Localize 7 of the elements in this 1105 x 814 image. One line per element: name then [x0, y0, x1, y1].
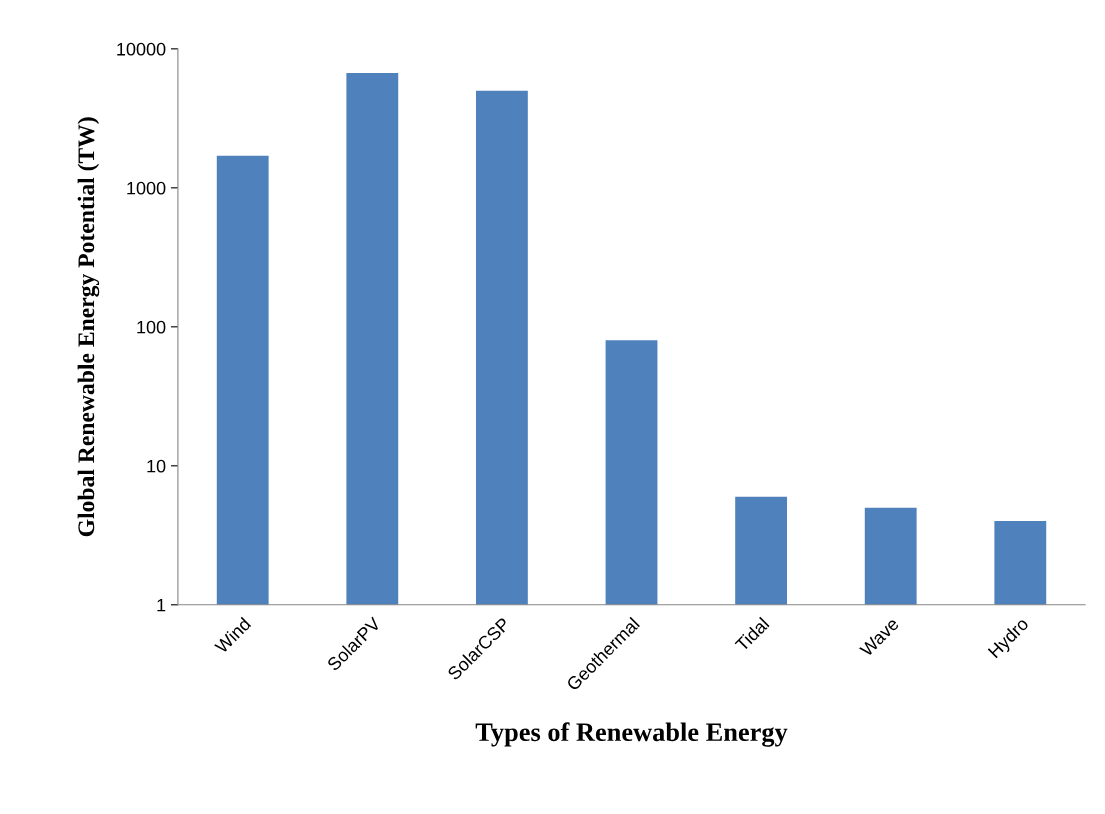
y-tick-label: 100 — [137, 320, 166, 334]
y-tick-label: 1000 — [127, 181, 166, 195]
y-tick-label: 10000 — [117, 42, 166, 56]
y-tick-label: 10 — [147, 459, 166, 473]
y-tick-label: 1 — [157, 598, 166, 612]
y-axis-title: Global Renewable Energy Potential (TW) — [77, 117, 100, 537]
x-axis-title: Types of Renewable Energy — [475, 722, 788, 747]
